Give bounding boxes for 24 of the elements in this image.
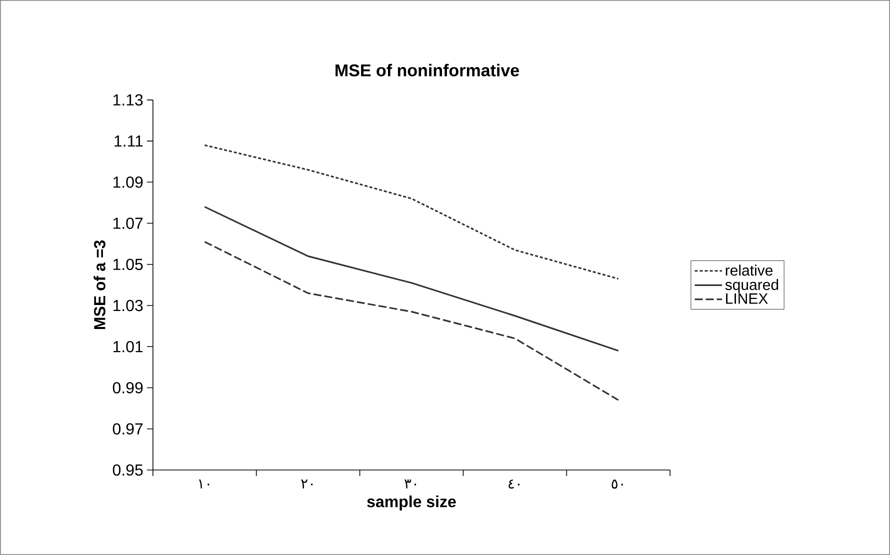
y-tick-label: 0.97 — [112, 423, 143, 435]
x-axis-title: sample size — [367, 496, 456, 510]
line-series — [204, 206, 620, 352]
x-tick-label: ٣٠ — [404, 480, 416, 488]
legend-label: LINEX — [726, 293, 768, 304]
legend-label: relative — [726, 264, 773, 276]
y-tick-label: 1.05 — [113, 258, 143, 270]
y-tick-label: 1.09 — [113, 176, 143, 188]
line-series — [204, 144, 620, 280]
y-tick-label: 1.13 — [113, 94, 143, 106]
y-tick-label: 0.95 — [112, 464, 143, 476]
y-tick-label: 0.99 — [112, 382, 143, 394]
y-tick-label: 1.11 — [114, 136, 143, 147]
legend-label: squared — [725, 279, 778, 294]
y-tick-label: 1.01 — [113, 341, 143, 352]
x-tick-label: ٥٠ — [612, 480, 623, 489]
line-series — [204, 241, 620, 401]
y-tick-label: 1.07 — [113, 218, 143, 229]
y-axis-title: MSE of a =3 — [94, 240, 106, 330]
y-tick-label: 1.03 — [113, 300, 143, 312]
x-tick-label: ٢٠ — [301, 480, 313, 488]
x-tick-label: ١٠ — [199, 480, 210, 488]
chart-title: MSE of noninformative — [336, 64, 520, 76]
x-tick-label: ٤٠ — [508, 480, 520, 489]
